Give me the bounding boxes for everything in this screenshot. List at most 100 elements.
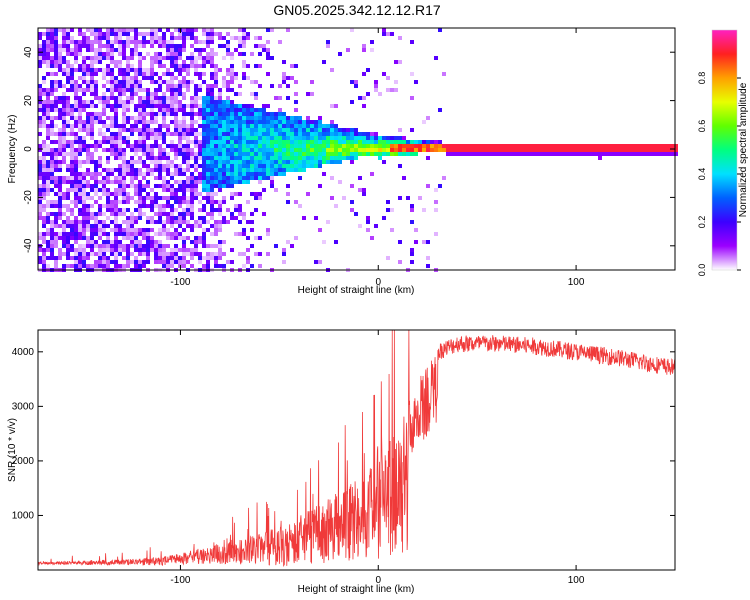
heatmap-cell — [190, 152, 194, 156]
heatmap-cell — [158, 60, 162, 64]
heatmap-cell — [146, 216, 150, 220]
heatmap-cell — [54, 176, 58, 180]
heatmap-cell — [126, 40, 130, 44]
heatmap-cell — [114, 236, 118, 240]
heatmap-cell — [38, 208, 42, 212]
heatmap-cell — [154, 168, 158, 172]
heatmap-cell — [38, 176, 42, 180]
heatmap-cell — [442, 144, 446, 148]
heatmap-cell — [206, 128, 210, 132]
heatmap-cell — [362, 72, 366, 76]
heatmap-cell — [258, 152, 262, 156]
heatmap-cell — [234, 132, 238, 136]
heatmap-cell — [594, 144, 598, 148]
heatmap-cell — [122, 220, 126, 224]
heatmap-cell — [62, 140, 66, 144]
heatmap-cell — [254, 80, 258, 84]
heatmap-cell — [350, 140, 354, 144]
heatmap-cell — [102, 36, 106, 40]
snr-series-line — [37, 330, 676, 567]
heatmap-cell — [494, 148, 498, 152]
heatmap-cell — [158, 160, 162, 164]
heatmap-cell — [118, 124, 122, 128]
heatmap-cell — [46, 168, 50, 172]
heatmap-cell — [290, 168, 294, 172]
heatmap-cell — [282, 252, 286, 256]
heatmap-cell — [42, 60, 46, 64]
heatmap-cell — [54, 180, 58, 184]
heatmap-cell — [134, 232, 138, 236]
heatmap-cell — [82, 188, 86, 192]
heatmap-cell — [234, 152, 238, 156]
heatmap-cell — [110, 248, 114, 252]
heatmap-cell — [118, 176, 122, 180]
heatmap-cell — [114, 32, 118, 36]
heatmap-cell — [254, 92, 258, 96]
heatmap-cell — [458, 144, 462, 148]
heatmap-cell — [302, 160, 306, 164]
heatmap-cell — [194, 196, 198, 200]
heatmap-cell — [158, 40, 162, 44]
heatmap-cell — [142, 104, 146, 108]
heatmap-cell — [90, 252, 94, 256]
heatmap-cell — [82, 64, 86, 68]
heatmap-cell — [626, 152, 630, 156]
heatmap-cell — [206, 120, 210, 124]
heatmap-cell — [126, 96, 130, 100]
heatmap-cell — [238, 40, 242, 44]
heatmap-cell — [142, 260, 146, 264]
heatmap-cell — [214, 68, 218, 72]
heatmap-cell — [110, 152, 114, 156]
heatmap-cell — [42, 236, 46, 240]
heatmap-cell — [42, 108, 46, 112]
heatmap-cell — [198, 64, 202, 68]
heatmap-cell — [266, 228, 270, 232]
heatmap-cell — [70, 208, 74, 212]
heatmap-cell — [142, 140, 146, 144]
heatmap-cell — [102, 92, 106, 96]
heatmap-cell — [118, 264, 122, 268]
heatmap-cell — [146, 88, 150, 92]
heatmap-cell — [210, 172, 214, 176]
heatmap-cell — [358, 188, 362, 192]
heatmap-cell — [302, 144, 306, 148]
heatmap-cell — [158, 44, 162, 48]
heatmap-cell — [326, 152, 330, 156]
heatmap-cell — [574, 152, 578, 156]
heatmap-cell — [146, 168, 150, 172]
heatmap-cell — [86, 116, 90, 120]
heatmap-cell — [398, 152, 402, 156]
heatmap-cell — [46, 212, 50, 216]
heatmap-cell — [370, 132, 374, 136]
heatmap-cell — [102, 256, 106, 260]
heatmap-cell — [382, 72, 386, 76]
heatmap-cell — [158, 36, 162, 40]
heatmap-cell — [646, 148, 650, 152]
heatmap-cell — [298, 148, 302, 152]
heatmap-cell — [134, 256, 138, 260]
heatmap-cell — [134, 48, 138, 52]
heatmap-cell — [186, 260, 190, 264]
heatmap-cell — [346, 132, 350, 136]
heatmap-cell — [210, 252, 214, 256]
heatmap-cell — [370, 152, 374, 156]
heatmap-cell — [398, 240, 402, 244]
heatmap-cell — [38, 204, 42, 208]
heatmap-cell — [338, 132, 342, 136]
heatmap-cell — [46, 204, 50, 208]
heatmap-cell — [158, 100, 162, 104]
heatmap-cell — [114, 88, 118, 92]
heatmap-cell — [350, 200, 354, 204]
heatmap-cell — [154, 256, 158, 260]
heatmap-cell — [190, 60, 194, 64]
heatmap-cell — [206, 84, 210, 88]
heatmap-cell — [94, 80, 98, 84]
heatmap-cell — [230, 132, 234, 136]
heatmap-cell — [510, 148, 514, 152]
heatmap-cell — [326, 148, 330, 152]
heatmap-cell — [434, 148, 438, 152]
heatmap-cell — [190, 240, 194, 244]
heatmap-cell — [114, 156, 118, 160]
heatmap-cell — [70, 68, 74, 72]
heatmap-cell — [210, 120, 214, 124]
